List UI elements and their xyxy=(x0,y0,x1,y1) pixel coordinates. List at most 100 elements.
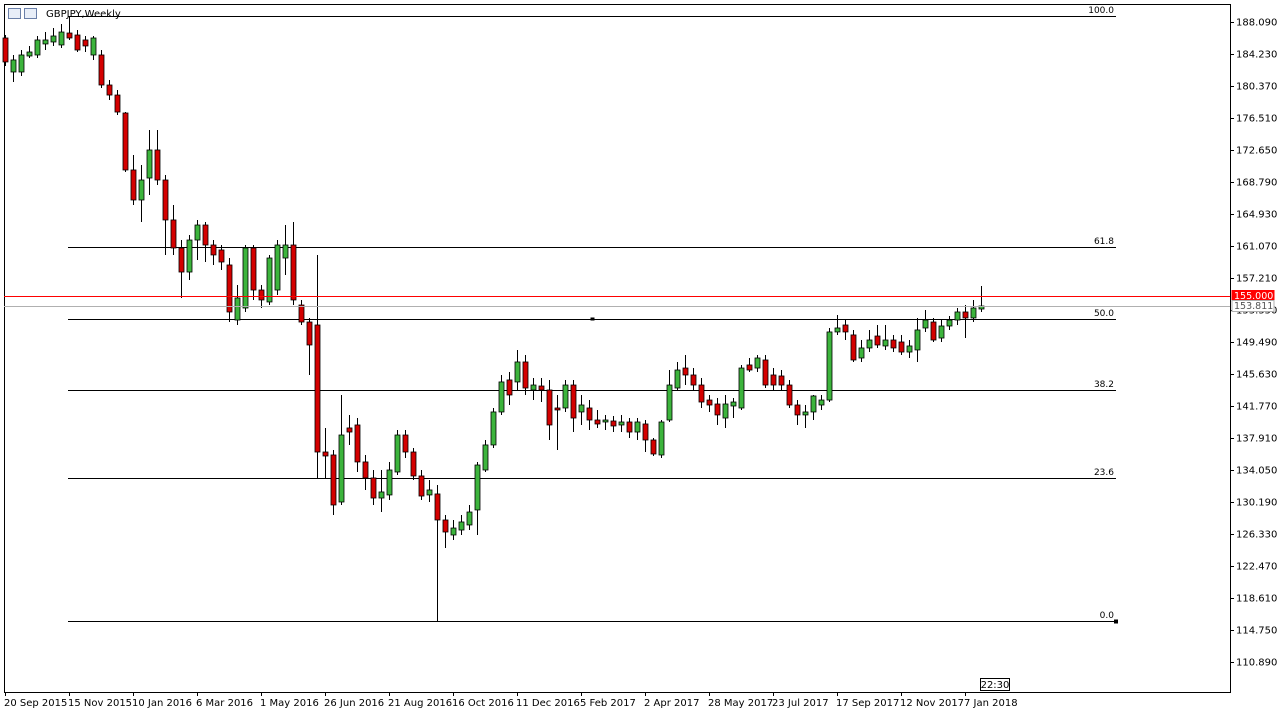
candle-body xyxy=(618,421,625,426)
candle-body xyxy=(554,407,561,411)
candle-body xyxy=(82,39,89,47)
candle-body xyxy=(650,439,657,455)
candle-body xyxy=(890,339,897,349)
candle-body xyxy=(730,401,737,407)
y-tick-label: 164.930 xyxy=(1236,210,1277,221)
candle-body xyxy=(698,384,705,403)
candle-body xyxy=(482,444,489,471)
candle-body xyxy=(546,389,553,426)
candle-body xyxy=(186,239,193,273)
y-tick-label: 137.910 xyxy=(1236,434,1277,445)
candle-body xyxy=(786,384,793,406)
candle-body xyxy=(922,319,929,329)
candle-body xyxy=(18,54,25,73)
candle-body xyxy=(874,335,881,346)
candle-body xyxy=(586,407,593,421)
candle-body xyxy=(98,54,105,86)
candle-body xyxy=(410,451,417,477)
icon-box xyxy=(24,8,37,19)
fib-level-label: 100.0 xyxy=(1088,6,1114,16)
candle-body xyxy=(306,321,313,346)
candle-body xyxy=(634,421,641,433)
candle-body xyxy=(762,359,769,386)
y-tick-label: 126.330 xyxy=(1236,530,1277,541)
candle-body xyxy=(74,34,81,51)
candle-body xyxy=(826,331,833,401)
candle-body xyxy=(378,491,385,499)
x-tick-label: 12 Nov 2017 xyxy=(900,698,964,709)
x-tick-label: 10 Jan 2016 xyxy=(132,698,192,709)
y-tick-label: 157.210 xyxy=(1236,274,1277,285)
candle-body xyxy=(194,224,201,241)
y-tick-label: 188.090 xyxy=(1236,18,1277,29)
time-label: 22:30 xyxy=(981,680,1010,691)
candle-body xyxy=(810,395,817,413)
candle-body xyxy=(834,327,841,333)
price-label: 155.000 xyxy=(1234,291,1273,302)
candle-body xyxy=(930,321,937,341)
x-tick-label: 6 Mar 2016 xyxy=(196,698,253,709)
candle-body xyxy=(2,37,9,63)
candle-body xyxy=(106,84,113,96)
chart-title: GBPJPY,Weekly xyxy=(46,9,121,20)
candle-body xyxy=(58,31,65,46)
candle-body xyxy=(770,374,777,386)
y-tick-label: 118.610 xyxy=(1236,594,1277,605)
fib-level-label: 38.2 xyxy=(1094,380,1114,390)
candle-body xyxy=(394,434,401,473)
candle-body xyxy=(898,341,905,353)
candle-body xyxy=(842,324,849,333)
x-tick-label: 23 Jul 2017 xyxy=(772,698,829,709)
x-tick-label: 2 Apr 2017 xyxy=(644,698,699,709)
candle-body xyxy=(290,244,297,301)
x-tick-label: 28 May 2017 xyxy=(708,698,773,709)
y-tick-label: 130.190 xyxy=(1236,498,1277,509)
x-tick-label: 20 Sep 2015 xyxy=(4,698,67,709)
candle-body xyxy=(466,511,473,526)
time-box xyxy=(980,678,1010,691)
candle-body xyxy=(314,324,321,453)
candle-body xyxy=(514,361,521,383)
x-tick-label: 1 May 2016 xyxy=(260,698,319,709)
y-tick-label: 114.750 xyxy=(1236,626,1277,637)
candle-body xyxy=(298,304,305,323)
candle-body xyxy=(274,244,281,291)
candle-body xyxy=(906,345,913,353)
fib-anchor xyxy=(1114,619,1118,624)
candle-body xyxy=(450,527,457,536)
candles xyxy=(2,16,985,621)
candle-body xyxy=(954,311,961,321)
candle-body xyxy=(746,364,753,371)
candle-body xyxy=(50,35,57,43)
price-label-box xyxy=(1231,300,1275,312)
x-tick-label: 16 Oct 2016 xyxy=(452,698,514,709)
fib-level-label: 61.8 xyxy=(1094,237,1114,247)
candle-body xyxy=(170,219,177,249)
candle-body xyxy=(570,384,577,419)
y-tick-label: 184.230 xyxy=(1236,50,1277,61)
candle-body xyxy=(562,384,569,409)
fib-level-label: 50.0 xyxy=(1094,309,1114,319)
fibonacci: 100.0 61.8 50.0 38.2 23.6 0.0 xyxy=(68,6,1118,624)
candle-body xyxy=(66,32,73,39)
y-tick-label: 180.370 xyxy=(1236,82,1277,93)
candle-body xyxy=(146,149,153,179)
x-tick-label: 5 Feb 2017 xyxy=(580,698,636,709)
candle-body xyxy=(666,384,673,421)
x-tick-label: 21 Aug 2016 xyxy=(388,698,452,709)
candle-body xyxy=(506,379,513,396)
candle-body xyxy=(42,39,49,45)
candle-body xyxy=(234,297,241,321)
candle-body xyxy=(802,411,809,416)
candle-body xyxy=(386,469,393,496)
y-tick-label: 176.510 xyxy=(1236,114,1277,125)
candle-body xyxy=(498,381,505,413)
candle-body xyxy=(818,399,825,406)
candle-body xyxy=(682,367,689,376)
candle-body xyxy=(578,404,585,413)
candle-body xyxy=(442,519,449,533)
